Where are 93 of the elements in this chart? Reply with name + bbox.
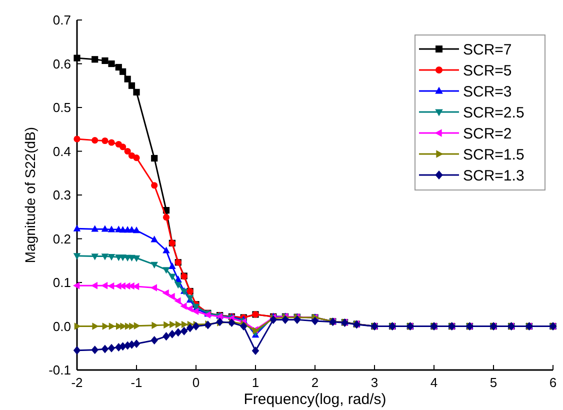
- point: [133, 88, 140, 96]
- point: [174, 297, 181, 305]
- point: [91, 346, 98, 354]
- point: [168, 330, 176, 338]
- point: [240, 322, 248, 331]
- legend-label: SCR=2.5: [463, 104, 524, 122]
- point: [90, 282, 98, 290]
- point: [151, 154, 158, 162]
- x-tick-label: 5: [490, 375, 498, 390]
- point: [162, 214, 170, 221]
- y-tick-label: 0.2: [52, 231, 71, 246]
- point: [91, 254, 98, 260]
- y-axis-title: Magnitude of S22(dB): [22, 126, 38, 264]
- point: [101, 254, 109, 260]
- y-tick-label: 0.5: [52, 100, 71, 116]
- point: [101, 225, 109, 232]
- y-tick-label: 0.7: [52, 12, 71, 28]
- point: [170, 320, 176, 328]
- point: [108, 60, 115, 68]
- point: [294, 315, 301, 324]
- point: [180, 302, 187, 310]
- point: [162, 289, 169, 297]
- point: [108, 282, 114, 290]
- point: [132, 339, 140, 348]
- y-tick-label: 0.6: [52, 56, 71, 72]
- point: [168, 274, 176, 280]
- point: [192, 322, 200, 331]
- point: [164, 321, 170, 329]
- point: [74, 136, 80, 142]
- point: [73, 224, 81, 232]
- point: [162, 246, 170, 254]
- x-tick-label: 3: [370, 375, 378, 390]
- point: [133, 154, 140, 162]
- point: [73, 346, 81, 355]
- point: [132, 226, 140, 234]
- x-tick-label: 6: [549, 375, 557, 390]
- point: [282, 315, 289, 324]
- point: [120, 144, 126, 150]
- point: [151, 182, 158, 189]
- x-tick-label: 4: [430, 375, 438, 390]
- x-axis-title: Frequency(log, rad/s): [244, 391, 386, 408]
- point: [152, 322, 158, 330]
- point: [186, 305, 193, 312]
- point: [101, 282, 108, 290]
- point: [91, 225, 98, 232]
- point: [150, 262, 158, 269]
- x-tick-label: -2: [71, 375, 83, 390]
- legend-label: SCR=1.3: [463, 167, 524, 184]
- point: [134, 322, 140, 330]
- point: [74, 54, 80, 62]
- point: [168, 262, 176, 269]
- point: [73, 282, 80, 290]
- point: [108, 226, 116, 232]
- legend-label: SCR=3: [463, 83, 512, 100]
- point: [162, 267, 170, 274]
- point: [92, 56, 98, 63]
- point: [101, 344, 109, 354]
- x-tick-label: -1: [130, 375, 142, 390]
- y-tick-label: 0.1: [52, 275, 71, 290]
- y-tick-label: 0.4: [52, 144, 71, 159]
- point: [252, 346, 260, 356]
- point: [124, 148, 131, 155]
- point: [150, 236, 158, 242]
- point: [128, 82, 136, 89]
- point: [108, 254, 116, 261]
- point: [102, 57, 108, 64]
- point: [150, 284, 157, 292]
- point: [186, 324, 194, 332]
- x-tick-label: 2: [311, 375, 319, 390]
- point: [102, 137, 108, 144]
- point: [174, 282, 182, 289]
- legend-label: SCR=7: [463, 41, 512, 58]
- point: [168, 292, 175, 300]
- y-tick-label: 0.0: [52, 318, 71, 334]
- point: [73, 253, 81, 260]
- x-tick-label: 0: [192, 375, 200, 390]
- point: [180, 326, 188, 336]
- legend-label: SCR=5: [463, 62, 512, 80]
- point: [124, 76, 131, 82]
- point: [174, 328, 182, 337]
- x-tick-label: 1: [252, 375, 260, 390]
- point: [162, 332, 170, 341]
- point: [150, 336, 158, 345]
- point: [311, 316, 319, 326]
- point: [108, 139, 115, 146]
- legend-label: SCR=1.5: [463, 146, 524, 164]
- point: [108, 344, 116, 352]
- point: [120, 68, 126, 75]
- legend-label: SCR=2: [463, 125, 512, 142]
- point: [92, 137, 98, 144]
- y-tick-label: 0.3: [52, 188, 71, 203]
- y-tick-label: -0.1: [48, 362, 71, 378]
- point: [192, 308, 199, 316]
